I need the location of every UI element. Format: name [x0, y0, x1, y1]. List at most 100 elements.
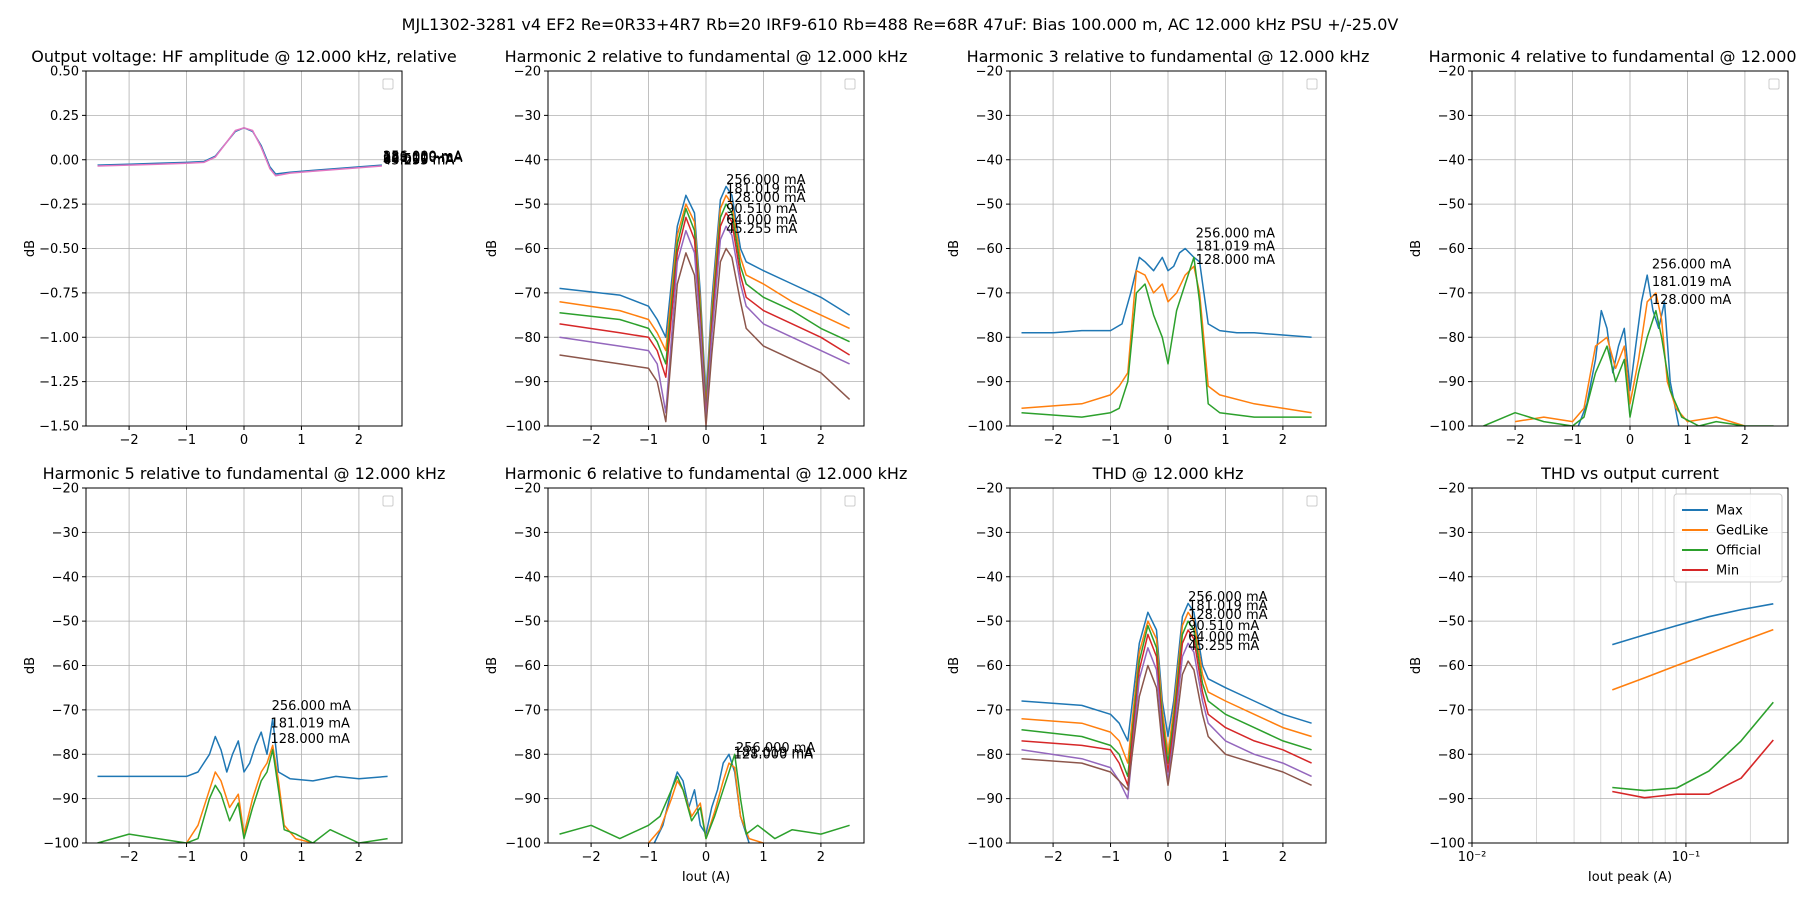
y-tick-label: −80: [1438, 748, 1465, 763]
empty-legend-box: [1306, 495, 1318, 507]
data-annotation: 256.000 mA: [736, 741, 816, 756]
y-tick-label: 0.00: [50, 153, 79, 168]
series-line-6: [1021, 660, 1312, 791]
gridlines: [1010, 487, 1326, 844]
subplot-title: THD @ 12.000 kHz: [1091, 464, 1243, 483]
x-tick-label: 1: [759, 433, 767, 448]
x-tick-label: −1: [1101, 850, 1120, 865]
y-tick-label: −20: [1438, 482, 1465, 497]
subplot-3: −2 −1 0 1 2 −20 −30 −40 −50 −60 −70 −80 −90 −100 Harmo…: [947, 47, 1369, 448]
x-tick-label: −1: [177, 433, 196, 448]
x-tick-label: 1: [759, 850, 767, 865]
y-tick-label: −40: [514, 153, 541, 168]
series-line-3: [1612, 701, 1774, 792]
data-annotation: 181.019 mA: [1652, 275, 1732, 290]
y-axis-label: dB: [23, 240, 38, 257]
y-tick-label: −20: [976, 482, 1003, 497]
y-tick-label: −40: [1438, 570, 1465, 585]
series-line-1: [1021, 602, 1312, 742]
gridlines: [86, 70, 402, 427]
x-tick-label: 1: [297, 850, 305, 865]
subplot-6: −2 −1 0 1 2 −20 −30 −40 −50 −60 −70 −80 −90 −100 Harmo…: [485, 464, 907, 885]
subplot-title: Output voltage: HF amplitude @ 12.000 kH…: [31, 47, 457, 66]
empty-legend-box: [382, 78, 394, 90]
data-annotation: 90.510 mA: [726, 202, 797, 217]
gridlines: [86, 487, 402, 844]
x-tick-label: 2: [355, 850, 363, 865]
data-annotation: 256.000 mA: [726, 173, 806, 188]
series-line-3: [1021, 256, 1312, 418]
y-tick-label: −70: [1438, 286, 1465, 301]
y-tick-label: −0.50: [39, 242, 79, 257]
y-tick-label: −20: [1438, 65, 1465, 80]
series-line-2: [1612, 628, 1774, 691]
y-tick-label: −40: [514, 570, 541, 585]
y-tick-label: −90: [1438, 792, 1465, 807]
gridlines: [1010, 70, 1326, 427]
y-tick-label: −20: [52, 482, 79, 497]
x-tick-label: −2: [1044, 433, 1063, 448]
y-tick-label: −80: [514, 748, 541, 763]
x-tick-label: 10⁻²: [1458, 850, 1487, 865]
x-tick-label: −1: [639, 850, 658, 865]
data-annotation: 256.000 mA: [272, 699, 352, 714]
series-line-3: [559, 753, 850, 840]
subplot-title: Harmonic 6 relative to fundamental @ 12.…: [505, 464, 908, 483]
y-tick-label: −90: [514, 375, 541, 390]
series-line-2: [185, 744, 314, 843]
subplot-5: −2 −1 0 1 2 −20 −30 −40 −50 −60 −70 −80 −90 −100 Harmo…: [23, 464, 445, 865]
y-tick-label: −80: [514, 331, 541, 346]
x-tick-label: 1: [1683, 433, 1691, 448]
subplot-title: Harmonic 3 relative to fundamental @ 12.…: [967, 47, 1370, 66]
y-tick-label: −70: [976, 286, 1003, 301]
y-tick-label: −90: [52, 792, 79, 807]
data-annotation: 256.000 mA: [1652, 257, 1732, 272]
y-axis-label: dB: [947, 657, 962, 674]
series-line-2: [97, 127, 382, 177]
y-tick-label: −70: [52, 703, 79, 718]
legend-label: GedLike: [1716, 524, 1768, 539]
y-tick-label: −40: [52, 570, 79, 585]
y-tick-label: −50: [52, 615, 79, 630]
empty-legend-box: [1768, 78, 1780, 90]
x-tick-label: 1: [1221, 850, 1229, 865]
x-tick-label: 2: [1279, 433, 1287, 448]
subplot-4: −2 −1 0 1 2 −20 −30 −40 −50 −60 −70 −80 −90 −100 Harmo…: [1409, 47, 1800, 448]
x-tick-label: 0: [702, 850, 710, 865]
series-line-5: [1021, 642, 1312, 800]
series-line-1: [97, 127, 382, 175]
y-axis-label: dB: [1409, 240, 1424, 257]
legend-label: Official: [1716, 544, 1761, 559]
data-annotation: 128.000 mA: [1652, 293, 1732, 308]
legend: Max GedLike Official Min: [1673, 493, 1783, 583]
data-annotation: 64.000 mA: [383, 153, 454, 168]
series-line-6: [559, 247, 851, 426]
subplot-title: Harmonic 2 relative to fundamental @ 12.…: [505, 47, 908, 66]
series-line-3: [97, 749, 388, 843]
legend-label: Min: [1716, 564, 1739, 579]
x-tick-label: 2: [1741, 433, 1749, 448]
subplot-grid: −2 −1 0 1 2 0.50 0.25 0.00 −0.25 −0.50 −0.75 −1.00 −…: [23, 47, 1800, 885]
y-tick-label: −60: [1438, 659, 1465, 674]
y-tick-label: −50: [514, 198, 541, 213]
y-tick-label: −50: [976, 198, 1003, 213]
y-tick-label: −60: [976, 242, 1003, 257]
series-line-1: [1577, 274, 1680, 426]
y-tick-label: −30: [976, 526, 1003, 541]
y-tick-label: −90: [1438, 375, 1465, 390]
y-tick-label: −80: [1438, 331, 1465, 346]
data-annotation: 256.000 mA: [383, 149, 463, 164]
data-annotation: 128.000 mA: [270, 732, 350, 747]
y-tick-label: −1.50: [39, 420, 79, 435]
y-axis-label: dB: [485, 240, 500, 257]
y-axis-label: dB: [1409, 657, 1424, 674]
series-group: [97, 718, 388, 843]
y-axis-label: dB: [23, 657, 38, 674]
y-tick-label: −40: [976, 153, 1003, 168]
empty-legend-box: [382, 495, 394, 507]
series-group: [559, 185, 851, 426]
y-tick-label: −50: [976, 615, 1003, 630]
subplot-1: −2 −1 0 1 2 0.50 0.25 0.00 −0.25 −0.50 −0.75 −1.00 −…: [23, 47, 463, 448]
series-line-2: [1021, 265, 1312, 414]
x-tick-label: 0: [1164, 850, 1172, 865]
